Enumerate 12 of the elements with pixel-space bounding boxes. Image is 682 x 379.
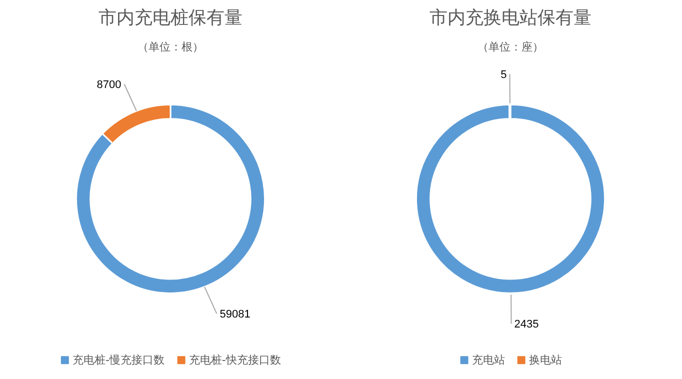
data-label: 8700 (96, 79, 122, 92)
data-label: 5 (500, 69, 507, 82)
chart-subtitle: （单位：根） (138, 40, 204, 54)
data-label: 59081 (220, 308, 250, 321)
legend-label: 充电桩-慢充接口数 (72, 354, 164, 367)
data-label: 2435 (514, 318, 539, 331)
chart-title: 市内充换电站保有量 (430, 8, 592, 28)
chart-subtitle: （单位：座） (478, 40, 544, 54)
chart-title: 市内充电桩保有量 (98, 8, 242, 28)
legend-label: 充电站 (472, 354, 505, 367)
legend-label: 换电站 (528, 354, 562, 367)
legend-label: 充电桩-快充接口数 (188, 354, 281, 367)
